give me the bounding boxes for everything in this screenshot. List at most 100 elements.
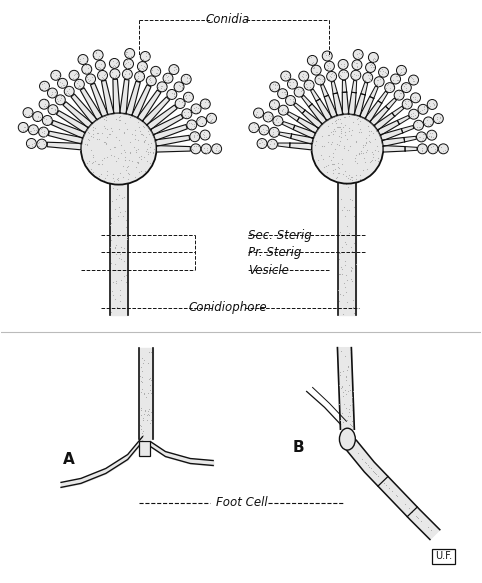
Circle shape bbox=[33, 111, 42, 121]
Polygon shape bbox=[132, 85, 151, 118]
Polygon shape bbox=[290, 143, 312, 150]
Circle shape bbox=[27, 139, 36, 149]
Circle shape bbox=[123, 59, 134, 69]
Circle shape bbox=[363, 72, 373, 83]
Polygon shape bbox=[374, 113, 395, 131]
Circle shape bbox=[374, 77, 384, 87]
Polygon shape bbox=[113, 79, 120, 113]
Polygon shape bbox=[291, 134, 313, 144]
Circle shape bbox=[304, 80, 314, 90]
Circle shape bbox=[184, 92, 193, 102]
Polygon shape bbox=[150, 114, 183, 135]
Circle shape bbox=[269, 100, 280, 110]
Circle shape bbox=[322, 51, 332, 61]
Circle shape bbox=[39, 127, 49, 137]
Circle shape bbox=[294, 87, 304, 97]
Circle shape bbox=[187, 120, 197, 130]
Circle shape bbox=[397, 65, 406, 75]
Circle shape bbox=[169, 65, 179, 75]
Circle shape bbox=[174, 82, 184, 92]
Circle shape bbox=[175, 99, 185, 108]
Polygon shape bbox=[126, 81, 140, 115]
Circle shape bbox=[207, 113, 216, 123]
Circle shape bbox=[324, 61, 335, 71]
Circle shape bbox=[351, 71, 361, 80]
Polygon shape bbox=[342, 80, 347, 92]
Circle shape bbox=[57, 78, 67, 88]
Circle shape bbox=[93, 50, 103, 60]
Polygon shape bbox=[139, 347, 152, 439]
Circle shape bbox=[315, 75, 325, 85]
Polygon shape bbox=[354, 94, 365, 116]
Text: Conidia: Conidia bbox=[206, 13, 250, 26]
Polygon shape bbox=[352, 80, 357, 93]
Circle shape bbox=[86, 74, 95, 84]
Polygon shape bbox=[392, 106, 404, 117]
Circle shape bbox=[190, 132, 200, 142]
Circle shape bbox=[74, 79, 84, 89]
Circle shape bbox=[182, 109, 192, 119]
Polygon shape bbox=[310, 89, 320, 101]
Polygon shape bbox=[47, 142, 81, 150]
Circle shape bbox=[39, 99, 49, 109]
Polygon shape bbox=[333, 93, 343, 115]
Circle shape bbox=[78, 55, 88, 65]
Circle shape bbox=[212, 144, 222, 154]
Polygon shape bbox=[361, 82, 368, 95]
Polygon shape bbox=[370, 86, 378, 99]
Polygon shape bbox=[63, 101, 92, 128]
Circle shape bbox=[249, 122, 259, 132]
Polygon shape bbox=[282, 122, 295, 129]
Circle shape bbox=[109, 58, 120, 68]
Circle shape bbox=[273, 116, 283, 126]
Circle shape bbox=[167, 89, 177, 100]
Circle shape bbox=[125, 48, 134, 58]
Circle shape bbox=[299, 71, 308, 81]
Polygon shape bbox=[383, 146, 405, 152]
Circle shape bbox=[201, 99, 210, 109]
Polygon shape bbox=[80, 88, 102, 120]
Polygon shape bbox=[137, 90, 161, 121]
Circle shape bbox=[18, 122, 28, 132]
Circle shape bbox=[353, 50, 363, 59]
Polygon shape bbox=[279, 132, 292, 138]
Circle shape bbox=[394, 90, 404, 100]
Circle shape bbox=[197, 117, 207, 127]
Circle shape bbox=[254, 108, 264, 118]
Polygon shape bbox=[147, 105, 177, 130]
Circle shape bbox=[402, 99, 412, 109]
Polygon shape bbox=[56, 111, 88, 133]
Circle shape bbox=[433, 114, 443, 124]
Polygon shape bbox=[404, 136, 416, 142]
Circle shape bbox=[378, 67, 388, 77]
Circle shape bbox=[64, 86, 74, 96]
Circle shape bbox=[263, 112, 273, 122]
Polygon shape bbox=[397, 115, 410, 124]
Circle shape bbox=[51, 71, 61, 80]
Polygon shape bbox=[360, 97, 374, 119]
Polygon shape bbox=[102, 80, 114, 114]
Circle shape bbox=[97, 71, 107, 80]
Circle shape bbox=[268, 139, 278, 149]
Polygon shape bbox=[142, 97, 170, 125]
Circle shape bbox=[200, 130, 210, 140]
Polygon shape bbox=[377, 120, 400, 135]
Polygon shape bbox=[387, 486, 420, 519]
Circle shape bbox=[191, 144, 201, 154]
Circle shape bbox=[416, 132, 427, 142]
Circle shape bbox=[110, 69, 120, 79]
Text: Vesicle: Vesicle bbox=[248, 264, 289, 276]
Circle shape bbox=[137, 62, 147, 72]
Circle shape bbox=[438, 144, 448, 154]
Circle shape bbox=[191, 104, 201, 114]
Polygon shape bbox=[364, 462, 397, 496]
Polygon shape bbox=[382, 138, 405, 146]
Circle shape bbox=[427, 100, 437, 110]
Circle shape bbox=[428, 144, 438, 154]
Circle shape bbox=[82, 64, 92, 74]
Circle shape bbox=[147, 76, 156, 86]
Circle shape bbox=[368, 52, 378, 62]
Polygon shape bbox=[156, 135, 190, 146]
Polygon shape bbox=[278, 143, 290, 147]
Circle shape bbox=[339, 70, 348, 80]
